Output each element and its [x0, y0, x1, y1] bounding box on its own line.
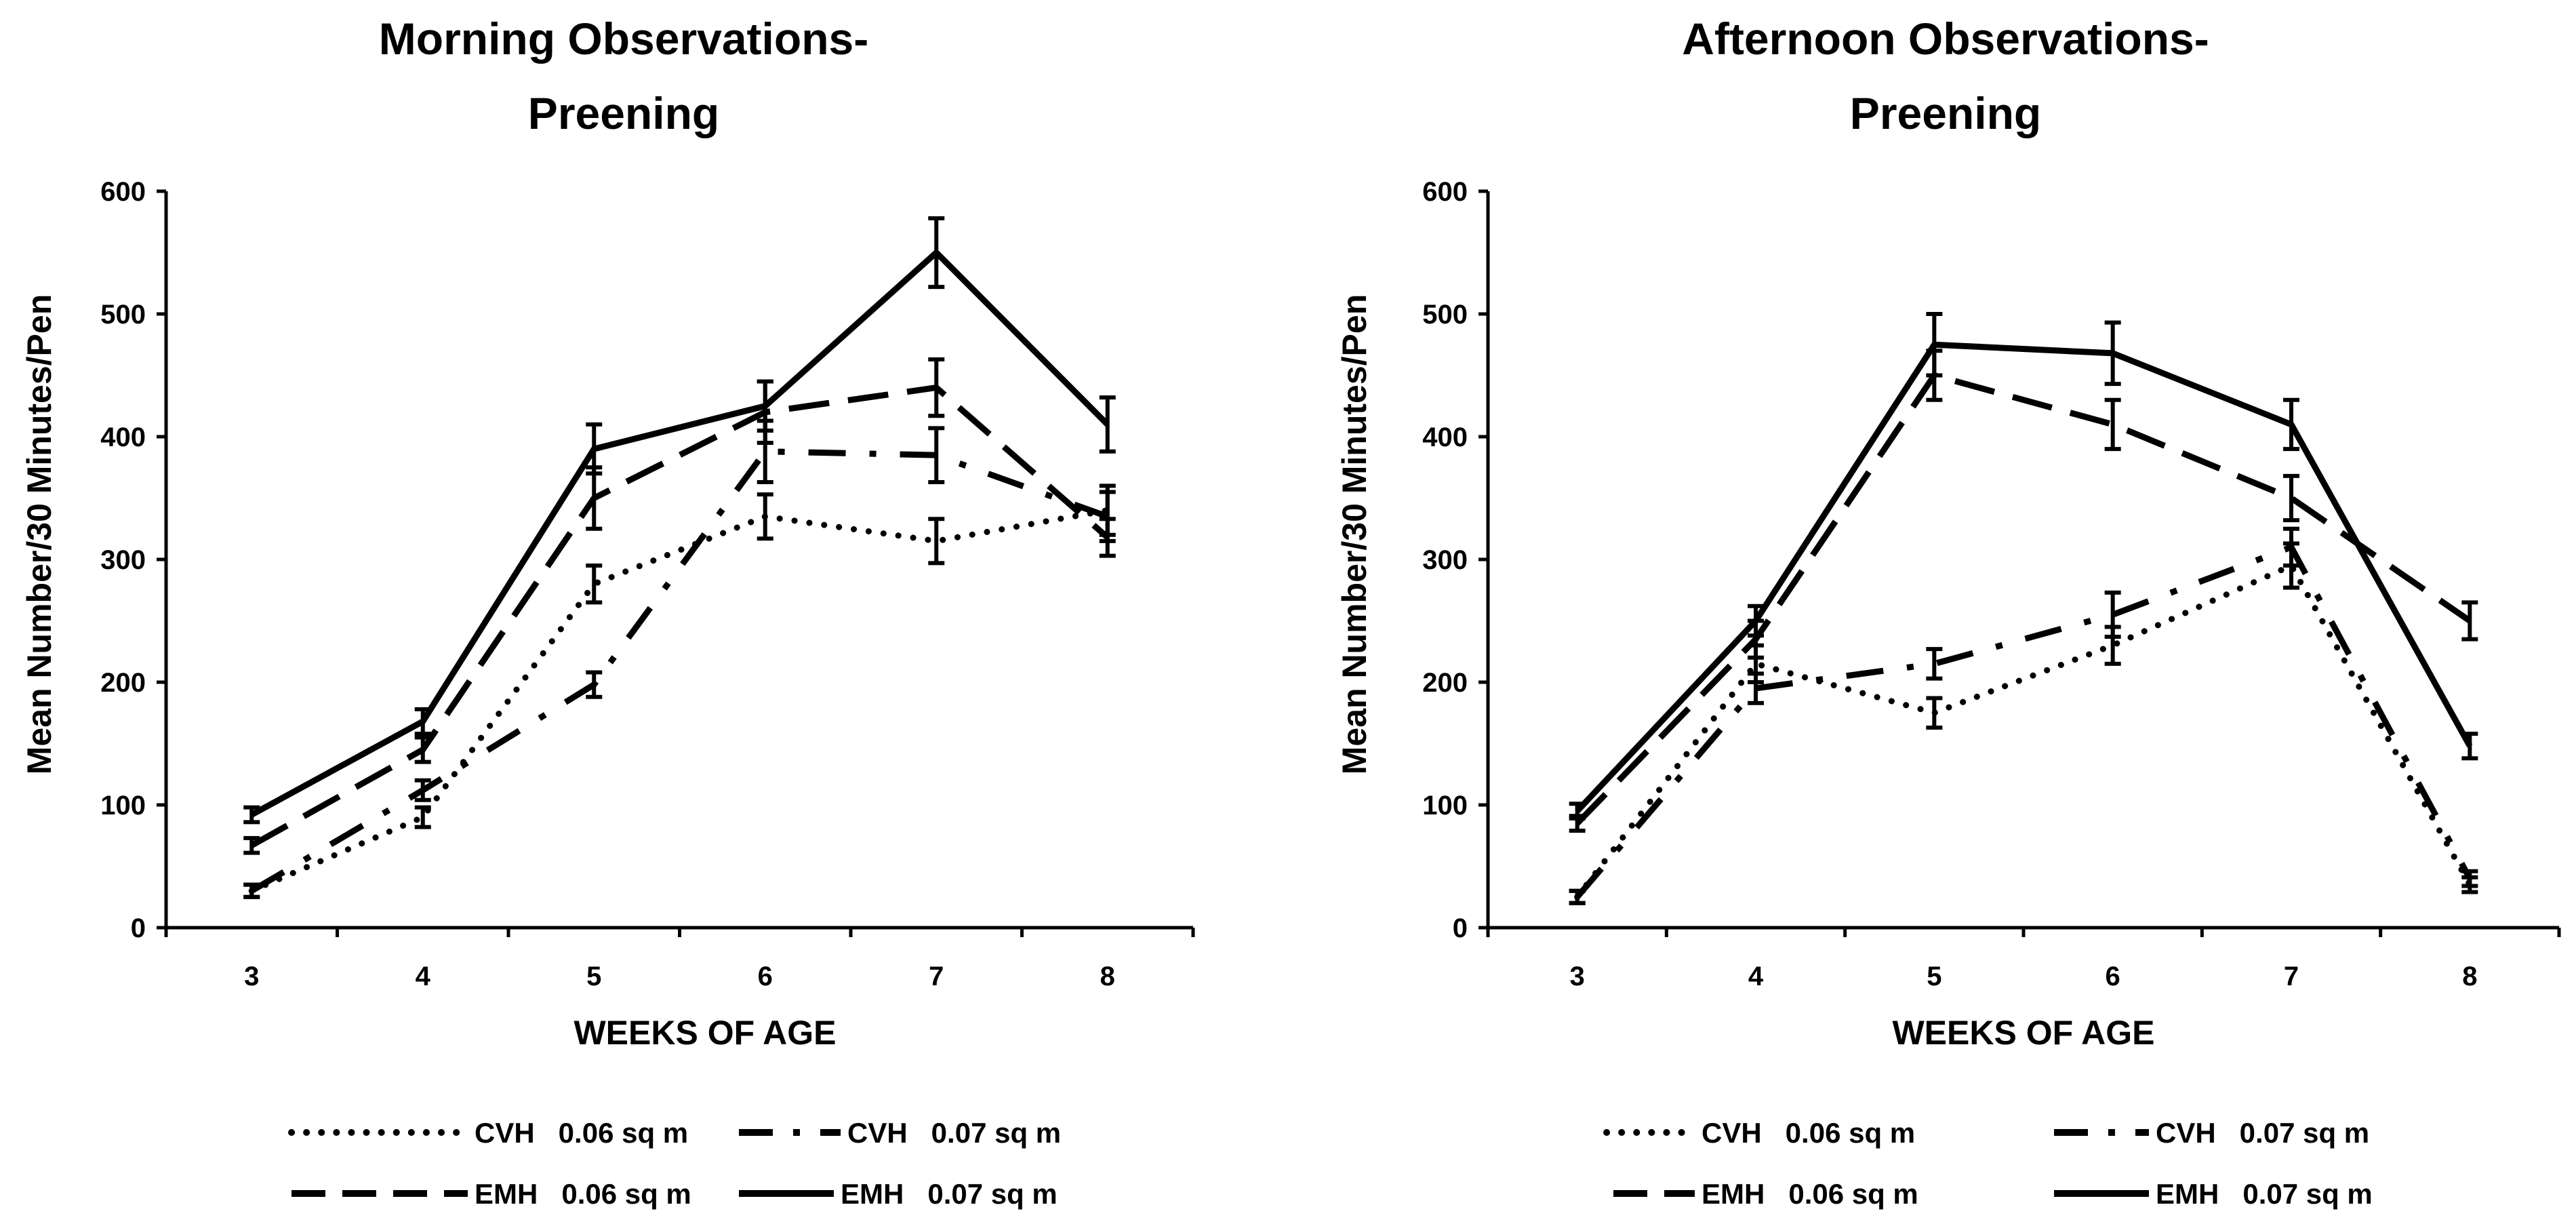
error-bar: [2461, 600, 2478, 641]
error-bar: [586, 564, 603, 605]
error-bar: [586, 670, 603, 699]
legend-label: EMH 0.06 sq m: [1702, 1178, 1918, 1210]
x-tick-label: 8: [1100, 962, 1115, 991]
error-bar: [243, 835, 260, 855]
y-tick-label: 100: [1422, 791, 1468, 821]
x-tick-label: 4: [1748, 962, 1764, 991]
legend-label: EMH 0.07 sq m: [2156, 1178, 2373, 1210]
legend-label: CVH 0.07 sq m: [2156, 1117, 2369, 1149]
x-tick-label: 5: [1927, 962, 1941, 991]
error-bar: [586, 422, 603, 476]
x-tick-label: 3: [244, 962, 259, 991]
legend-item: CVH 0.07 sq m: [2054, 1117, 2369, 1149]
error-bar: [243, 805, 260, 825]
error-bar: [1926, 696, 1943, 730]
error-bar: [1569, 802, 1586, 821]
legend-label: CVH 0.07 sq m: [847, 1117, 1061, 1149]
series-line-solid: [1575, 341, 2473, 814]
chart-panel-morning: Morning Observations- Preening Mean Numb…: [20, 14, 1195, 1210]
plot-area-morning: 0 100 200 300 400 500 600 3 4 5 6 7 8: [100, 177, 1195, 991]
error-bar: [1926, 312, 1943, 378]
plot-area-afternoon: 0 100 200 300 400 500 600 3 4 5 6 7 8: [1422, 177, 2561, 991]
chart-title-line-1: Afternoon Observations-: [1682, 14, 2209, 64]
error-bar: [757, 492, 773, 541]
error-bar: [1748, 671, 1764, 705]
y-tick-label: 600: [100, 177, 146, 207]
error-bar: [414, 735, 431, 764]
x-tick-label: 7: [929, 962, 944, 991]
y-tick-label: 400: [1422, 422, 1468, 452]
error-bar: [928, 517, 945, 566]
legend-item: EMH 0.06 sq m: [1613, 1178, 1918, 1210]
error-bar: [2283, 397, 2299, 452]
legend-afternoon: CVH 0.06 sq m CVH 0.07 sq m EMH 0.06 sq …: [1603, 1117, 2373, 1210]
y-tick-label: 0: [131, 913, 146, 943]
series-line-dashed: [1575, 372, 2472, 826]
y-tick-label: 300: [1422, 545, 1468, 575]
legend-item: CVH 0.06 sq m: [1603, 1117, 1915, 1149]
y-tick-label: 200: [100, 668, 146, 698]
series-line-dashdot: [1575, 544, 2473, 899]
y-tick-label: 500: [1422, 300, 1468, 330]
y-tick-label: 500: [100, 300, 146, 330]
error-bar: [2461, 869, 2478, 888]
x-axis-label: WEEKS OF AGE: [1892, 1014, 2154, 1052]
x-tick-label: 7: [2284, 962, 2299, 991]
legend-label: EMH 0.07 sq m: [841, 1178, 1058, 1210]
error-bar: [928, 216, 945, 290]
x-tick-label: 6: [758, 962, 773, 991]
y-axis-label: Mean Number/30 Minutes/Pen: [1335, 294, 1373, 775]
chart-title-line-1: Morning Observations-: [379, 14, 868, 64]
x-axis-label: WEEKS OF AGE: [573, 1014, 836, 1052]
y-tick-label: 100: [100, 791, 146, 821]
y-tick-label: 600: [1422, 177, 1468, 207]
legend-item: CVH 0.06 sq m: [288, 1117, 688, 1149]
x-tick-label: 6: [2106, 962, 2120, 991]
error-bar: [1748, 604, 1764, 638]
legend-item: EMH 0.07 sq m: [739, 1178, 1058, 1210]
legend-label: CVH 0.06 sq m: [475, 1117, 688, 1149]
error-bar: [2104, 320, 2121, 387]
y-tick-label: 0: [1453, 913, 1468, 943]
legend-label: EMH 0.06 sq m: [475, 1178, 691, 1210]
error-bar: [2283, 526, 2299, 568]
x-tick-label: 8: [2462, 962, 2477, 991]
error-bar: [1569, 888, 1586, 905]
error-bar: [414, 707, 431, 736]
error-bar: [2104, 590, 2121, 639]
error-bar: [2461, 732, 2478, 761]
series-line-dashdot: [249, 448, 1109, 894]
series-line-dashed: [250, 384, 1110, 848]
x-tick-label: 3: [1570, 962, 1585, 991]
legend-morning: CVH 0.06 sq m CVH 0.07 sq m EMH 0.06 sq …: [288, 1117, 1061, 1210]
chart-panel-afternoon: Afternoon Observations- Preening Mean Nu…: [1335, 14, 2561, 1210]
x-tick-label: 5: [586, 962, 601, 991]
error-bar: [414, 778, 431, 802]
chart-title-line-2: Preening: [528, 88, 719, 138]
error-bar: [757, 379, 773, 433]
y-tick-label: 300: [100, 545, 146, 575]
error-bar: [1099, 517, 1116, 558]
chart-title-line-2: Preening: [1850, 88, 2041, 138]
error-bar: [2104, 397, 2121, 452]
error-bar: [1099, 395, 1116, 454]
error-bar: [1926, 647, 1943, 681]
error-bar: [414, 805, 431, 829]
error-bar: [2283, 473, 2299, 523]
error-bar: [928, 426, 945, 484]
legend-item: CVH 0.07 sq m: [739, 1117, 1061, 1149]
series-line-dotted: [248, 507, 1111, 894]
y-tick-label: 400: [100, 422, 146, 452]
series-line-solid: [250, 250, 1110, 818]
legend-label: CVH 0.06 sq m: [1702, 1117, 1915, 1149]
x-tick-label: 4: [416, 962, 431, 991]
y-axis-label: Mean Number/30 Minutes/Pen: [20, 294, 58, 775]
error-bar: [928, 357, 945, 418]
error-bar: [243, 882, 260, 899]
legend-item: EMH 0.06 sq m: [291, 1178, 691, 1210]
y-tick-label: 200: [1422, 668, 1468, 698]
legend-item: EMH 0.07 sq m: [2054, 1178, 2373, 1210]
series-line-dotted: [1574, 562, 2473, 901]
